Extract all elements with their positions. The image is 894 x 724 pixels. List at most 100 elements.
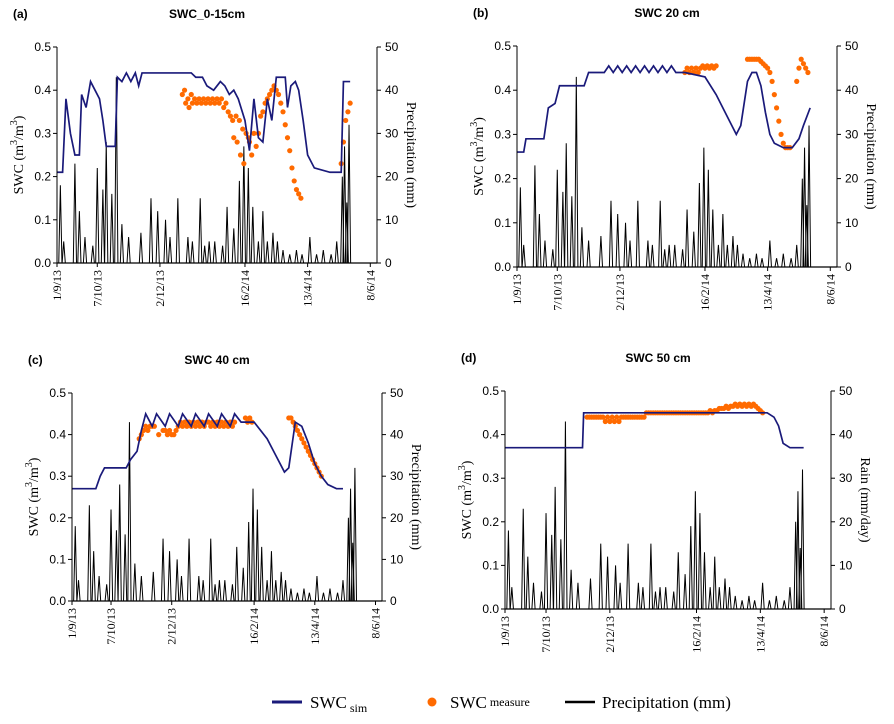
precip-spike	[800, 469, 805, 610]
measure-point	[205, 96, 211, 102]
measure-point	[209, 96, 216, 102]
x-tick-label: 13/4/14	[308, 608, 322, 645]
y2-axis-title: Precipitation (mm)	[408, 444, 423, 550]
precip-spike	[525, 556, 530, 610]
x-tick-label: 16/2/14	[247, 608, 261, 645]
measure-point	[251, 130, 257, 136]
precip-spike	[794, 244, 799, 268]
measure-point	[233, 113, 239, 119]
precip-spike	[246, 167, 251, 264]
precip-spike	[340, 580, 346, 602]
panel-title: SWC 20 cm	[634, 6, 699, 20]
panel-label: (c)	[28, 353, 43, 367]
measure-point	[771, 92, 777, 98]
measure-point	[609, 414, 615, 420]
measure-point	[303, 444, 309, 450]
precip-spike	[256, 241, 261, 264]
x-tick-label: 13/4/14	[761, 274, 775, 311]
precip-spike	[710, 209, 715, 268]
measure-point	[798, 56, 804, 62]
precip-spike	[77, 211, 82, 264]
precip-spike	[96, 576, 102, 602]
precip-spike	[321, 592, 326, 602]
measure-point	[343, 117, 349, 124]
precip-spike	[650, 244, 655, 268]
precip-spike	[588, 578, 593, 610]
x-tick-label: 8/6/14	[823, 274, 837, 305]
x-tick-label: 2/12/13	[165, 608, 179, 645]
measure-point	[197, 423, 203, 429]
precip-spike	[196, 576, 201, 602]
y2-tick-label: 40	[385, 83, 399, 97]
precip-spike	[555, 169, 560, 268]
x-tick-label: 13/4/14	[753, 616, 767, 653]
measure-point	[198, 100, 204, 106]
precip-spike	[521, 508, 526, 610]
precip-spike	[506, 530, 511, 610]
measure-series	[179, 83, 353, 201]
x-tick-label: 8/6/14	[363, 270, 377, 301]
precip-spike	[202, 245, 207, 264]
precip-spike	[87, 505, 92, 602]
precip-spike	[175, 559, 180, 602]
y-tick-label: 0.4	[494, 83, 511, 97]
panel-a: (a) SWC_0-15cm 0.0 0.1 0.2 0.3 0.4 0.5 0 10 20 30 40…	[9, 7, 418, 307]
precip-spike	[270, 232, 276, 264]
precip-spike	[760, 582, 765, 610]
precip-spike	[185, 237, 191, 264]
measure-point	[216, 100, 222, 106]
measure-point	[616, 418, 622, 425]
precip-spike	[269, 551, 274, 602]
measure-point	[695, 69, 701, 76]
precip-spike	[569, 569, 574, 610]
precip-spike	[767, 240, 772, 268]
precip-spike	[307, 237, 312, 264]
measure-point	[604, 414, 611, 420]
panel-label: (b)	[473, 6, 488, 20]
measure-point	[260, 109, 266, 115]
precip-spike	[230, 584, 235, 602]
measure-point	[794, 78, 800, 84]
y2-tick-label: 10	[845, 216, 859, 230]
measure-point	[266, 91, 273, 98]
precip-spike	[90, 245, 95, 264]
precip-spike	[671, 591, 676, 610]
precip-spike	[280, 249, 286, 264]
x-tick-label: 8/6/14	[817, 616, 831, 647]
precip-spike	[781, 253, 786, 268]
y-tick-label: 0.0	[34, 256, 51, 270]
precip-spike	[740, 253, 746, 268]
measure-point	[223, 100, 229, 106]
precip-spike	[627, 240, 633, 268]
x-tick-label: 2/12/13	[613, 274, 627, 311]
precip-spike	[767, 600, 772, 610]
precip-spike	[658, 200, 663, 268]
precip-spike	[160, 538, 166, 602]
precip-spike	[299, 254, 305, 264]
precip-spike	[186, 538, 192, 602]
measure-point	[301, 440, 307, 446]
measure-point	[240, 126, 246, 132]
precip-spike	[327, 588, 333, 602]
measure-point	[208, 423, 214, 429]
y2-tick-label: 50	[390, 386, 404, 400]
y-tick-label: 0.1	[49, 552, 66, 566]
precip-spike	[117, 484, 122, 602]
precip-spike	[662, 249, 667, 268]
x-tick-label: 1/9/13	[65, 608, 79, 639]
measure-point	[234, 139, 240, 145]
precip-spike	[553, 486, 558, 610]
precip-spike	[212, 584, 218, 602]
measure-point	[221, 423, 227, 429]
y-tick-label: 0.5	[34, 40, 51, 54]
measure-point	[227, 113, 234, 119]
precip-spike	[509, 587, 514, 610]
y2-tick-label: 20	[845, 172, 859, 186]
precip-spike	[657, 587, 663, 610]
measure-point	[805, 69, 811, 76]
y-tick-label: 0.5	[49, 386, 66, 400]
precip-spike	[167, 237, 173, 264]
measure-point	[347, 100, 353, 106]
legend-sim-label: SWC sim	[310, 693, 368, 715]
precip-spike	[207, 241, 212, 264]
